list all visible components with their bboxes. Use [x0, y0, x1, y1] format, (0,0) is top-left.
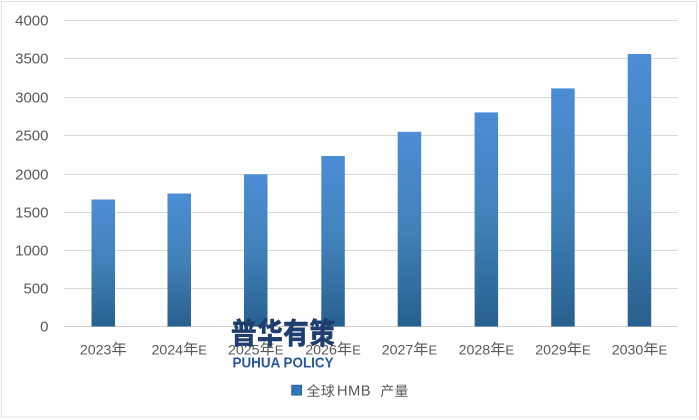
svg-text:E: E	[505, 342, 514, 357]
svg-text:2500: 2500	[15, 128, 48, 145]
svg-text:2023: 2023	[80, 342, 112, 358]
svg-text:2024: 2024	[152, 342, 184, 358]
svg-text:0: 0	[40, 319, 48, 336]
svg-text:500: 500	[23, 281, 48, 298]
svg-text:E: E	[429, 342, 438, 357]
svg-text:2026: 2026	[305, 342, 337, 358]
svg-text:2027: 2027	[382, 342, 414, 358]
svg-text:E: E	[198, 342, 207, 357]
svg-text:3500: 3500	[15, 51, 48, 68]
svg-text:PUHUA POLICY: PUHUA POLICY	[233, 354, 335, 371]
svg-text:E: E	[352, 342, 361, 357]
svg-text:1500: 1500	[15, 205, 48, 222]
svg-text:E: E	[659, 342, 668, 357]
svg-text:2028: 2028	[459, 342, 491, 358]
svg-text:2030: 2030	[612, 342, 644, 358]
svg-text:2029: 2029	[535, 342, 567, 358]
svg-text:1000: 1000	[15, 243, 48, 260]
svg-text:2000: 2000	[15, 167, 48, 184]
svg-text:E: E	[582, 342, 591, 357]
svg-text:HMB: HMB	[337, 384, 371, 400]
svg-text:E: E	[275, 342, 284, 357]
svg-text:3000: 3000	[15, 90, 48, 107]
svg-text:4000: 4000	[15, 13, 48, 30]
